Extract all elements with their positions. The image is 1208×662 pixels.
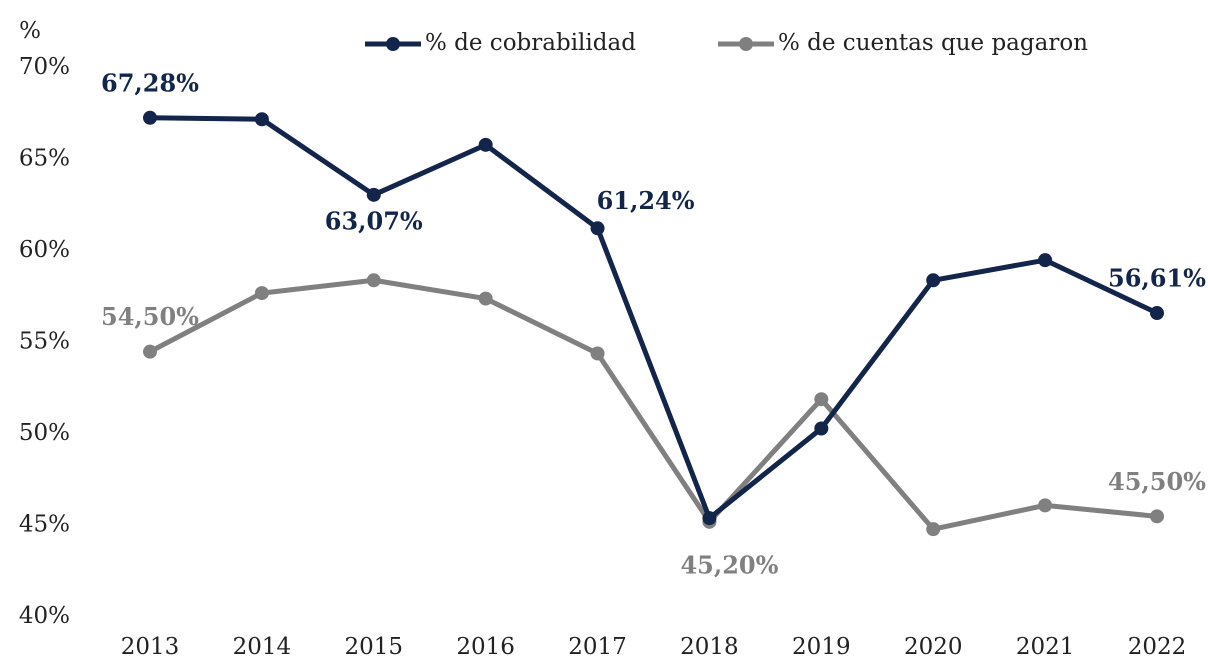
series-line: [149, 115, 1159, 521]
point: [814, 421, 829, 436]
legend-label: % de cobrabilidad: [425, 30, 636, 56]
data-label: 63,07%: [325, 206, 423, 235]
x-tick-label: 2016: [456, 634, 515, 660]
y-tick-label: 50%: [19, 420, 70, 446]
data-label: 61,24%: [597, 186, 695, 215]
x-tick-label: 2015: [345, 634, 404, 660]
y-tick-label: 65%: [19, 146, 70, 172]
y-tick-label: 70%: [19, 54, 70, 80]
point: [926, 273, 941, 288]
data-label: 67,28%: [101, 68, 199, 97]
y-tick-label: 40%: [19, 603, 70, 629]
x-tick-label: 2022: [1128, 634, 1187, 660]
data-label: 45,20%: [680, 550, 778, 579]
point: [814, 392, 829, 407]
point: [1038, 498, 1053, 513]
point: [254, 112, 269, 127]
y-axis-label: %: [19, 18, 41, 44]
data-label: 54,50%: [101, 302, 199, 331]
point: [366, 187, 381, 202]
data-label: 56,61%: [1108, 264, 1206, 293]
legend-marker: [386, 37, 400, 51]
x-tick-label: 2014: [233, 634, 292, 660]
point: [590, 221, 605, 236]
point: [702, 511, 717, 526]
y-tick-label: 45%: [19, 512, 70, 538]
point: [143, 110, 157, 125]
point: [366, 273, 381, 288]
x-tick-label: 2019: [792, 634, 851, 660]
x-tick-label: 2021: [1016, 634, 1075, 660]
series-line: [148, 277, 1158, 532]
point: [1150, 306, 1164, 321]
point: [478, 291, 493, 306]
point: [926, 522, 941, 537]
data-label: 45,50%: [1108, 467, 1206, 496]
point: [478, 137, 493, 152]
y-tick-label: 60%: [19, 237, 70, 263]
y-tick-label: 55%: [19, 329, 70, 355]
x-tick-label: 2018: [680, 634, 739, 660]
point: [1150, 509, 1164, 524]
point: [254, 286, 269, 301]
x-tick-label: 2020: [904, 634, 963, 660]
legend-marker: [739, 37, 753, 51]
x-tick-label: 2013: [121, 634, 180, 660]
legend-label: % de cuentas que pagaron: [778, 30, 1088, 56]
point: [1038, 253, 1053, 268]
point: [143, 344, 157, 359]
point: [590, 346, 605, 361]
x-tick-label: 2017: [568, 634, 627, 660]
